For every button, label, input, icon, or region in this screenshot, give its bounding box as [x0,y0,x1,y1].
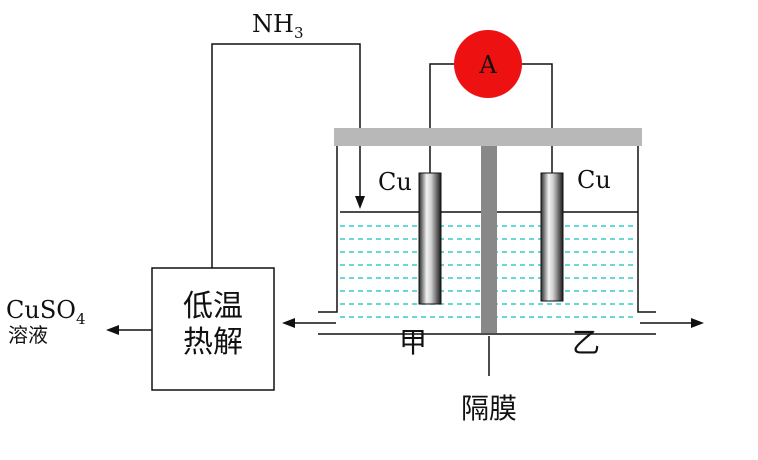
product-sub-label: 溶液 [8,323,48,347]
right-electrode-label: Cu [577,166,611,194]
cell-lid [334,128,642,146]
left-compartment-label: 甲 [399,326,427,359]
product-label: CuSO4 [6,296,85,328]
low-temp-decomposition-unit [151,267,275,391]
ammeter [454,30,522,98]
ammeter-label: A [478,51,497,79]
left-outflow-arrow [282,318,336,328]
left-copper-electrode [418,172,442,305]
nh3-arrowhead [355,196,365,209]
nh3-label: NH3 [252,10,303,42]
membrane-label: 隔膜 [461,392,517,425]
right-compartment-label: 乙 [572,326,600,359]
right-outflow-arrow [640,318,704,328]
nh3-feed-pipe [211,43,365,268]
cell-container [318,146,656,335]
unit-label-line1: 低温 [183,289,243,324]
membrane [481,146,497,333]
right-copper-electrode [540,172,564,302]
left-electrode-label: Cu [378,168,412,196]
product-outflow-arrow [106,325,152,335]
unit-label-line2: 热解 [183,325,243,360]
